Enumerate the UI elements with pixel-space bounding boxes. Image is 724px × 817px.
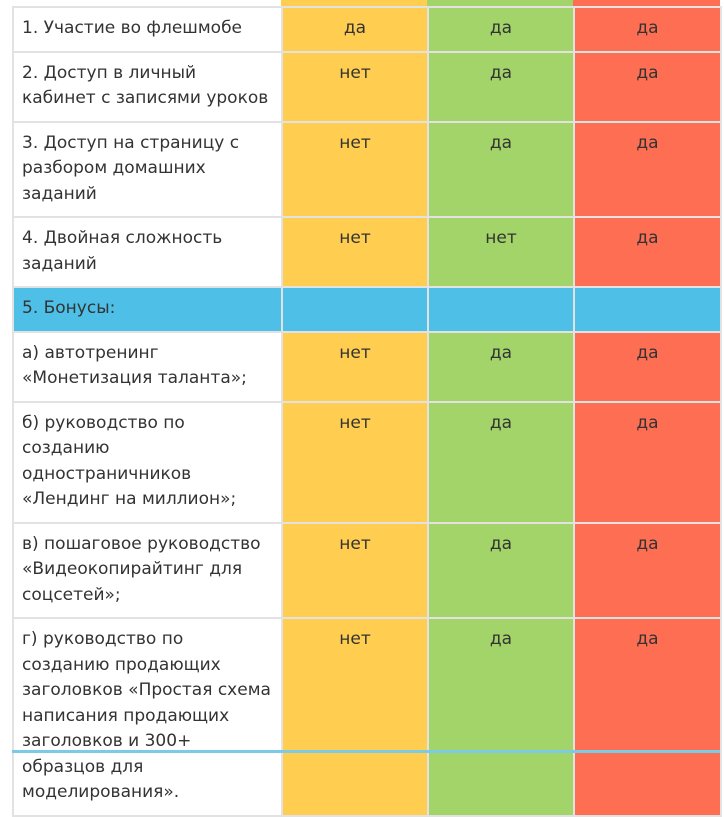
- table-row: 1. Участие во флешмобе да да да: [12, 6, 722, 53]
- previous-row-remnant: [12, 0, 720, 6]
- table-row: в) пошаговое руководство «Видеокопирайти…: [12, 521, 722, 619]
- value-cell: да: [427, 50, 575, 123]
- table-row: 3. Доступ на страницу с разбором домашни…: [12, 120, 722, 218]
- section-cell: [427, 286, 575, 333]
- value-cell: нет: [281, 521, 429, 619]
- value-cell: да: [427, 120, 575, 218]
- section-row-bonuses: 5. Бонусы:: [12, 286, 722, 333]
- value-cell: нет: [281, 50, 429, 123]
- value-cell: нет: [281, 617, 429, 817]
- table-bottom-border: [12, 750, 720, 753]
- value-cell: да: [573, 330, 722, 403]
- value-cell: да: [573, 400, 722, 524]
- value-cell: да: [573, 521, 722, 619]
- table-row: 2. Доступ в личный кабинет с записями ур…: [12, 50, 722, 123]
- value-cell: да: [427, 400, 575, 524]
- feature-label: 4. Двойная сложность заданий: [12, 216, 283, 288]
- value-cell: да: [427, 330, 575, 403]
- value-cell: нет: [281, 400, 429, 524]
- feature-label: 3. Доступ на страницу с разбором домашни…: [12, 120, 283, 218]
- table-row: а) автотренинг «Монетизация таланта»; не…: [12, 330, 722, 403]
- section-label: 5. Бонусы:: [12, 286, 283, 333]
- section-cell: [281, 286, 429, 333]
- value-cell: да: [573, 617, 722, 817]
- feature-label: б) руководство по созданию одностранични…: [12, 400, 283, 524]
- value-cell: да: [427, 617, 575, 817]
- section-cell: [573, 286, 722, 333]
- remnant-cell-3: [573, 0, 720, 6]
- feature-label: г) руководство по созданию продающих заг…: [12, 617, 283, 817]
- table-row: б) руководство по созданию одностранични…: [12, 400, 722, 524]
- remnant-cell-2: [427, 0, 573, 6]
- feature-label: 2. Доступ в личный кабинет с записями ур…: [12, 50, 283, 123]
- value-cell: нет: [427, 216, 575, 288]
- feature-label: а) автотренинг «Монетизация таланта»;: [12, 330, 283, 403]
- remnant-cell-1: [281, 0, 427, 6]
- value-cell: да: [573, 50, 722, 123]
- value-cell: да: [281, 6, 429, 53]
- value-cell: нет: [281, 216, 429, 288]
- remnant-label-cell: [12, 0, 281, 6]
- value-cell: да: [573, 120, 722, 218]
- value-cell: нет: [281, 120, 429, 218]
- value-cell: да: [573, 216, 722, 288]
- value-cell: нет: [281, 330, 429, 403]
- value-cell: да: [427, 6, 575, 53]
- feature-label: 1. Участие во флешмобе: [12, 6, 283, 53]
- value-cell: да: [427, 521, 575, 619]
- feature-label: в) пошаговое руководство «Видеокопирайти…: [12, 521, 283, 619]
- table-row: г) руководство по созданию продающих заг…: [12, 617, 722, 817]
- comparison-table: 1. Участие во флешмобе да да да 2. Досту…: [12, 6, 722, 817]
- value-cell: да: [573, 6, 722, 53]
- table-row: 4. Двойная сложность заданий нет нет да: [12, 216, 722, 288]
